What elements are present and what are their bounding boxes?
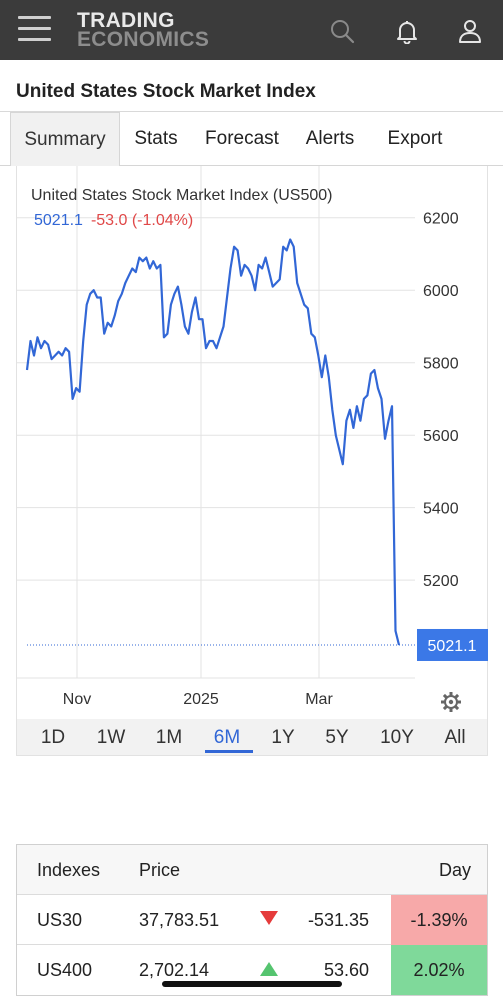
range-1d[interactable]: 1D <box>40 727 66 748</box>
gear-icon[interactable] <box>441 692 461 712</box>
x-tick-label: Nov <box>63 691 91 708</box>
y-tick-label: 6200 <box>423 211 459 228</box>
down-arrow-icon <box>260 911 278 925</box>
y-tick-label: 5600 <box>423 428 459 445</box>
row-name[interactable]: US30 <box>37 910 83 930</box>
tab-export[interactable]: Export <box>387 128 443 149</box>
page-title: United States Stock Market Index <box>16 81 316 102</box>
table-row[interactable]: US400 2,702.14 53.60 2.02% <box>17 945 487 995</box>
range-10y[interactable]: 10Y <box>380 727 414 748</box>
range-6m[interactable]: 6M <box>213 727 241 748</box>
header-price[interactable]: Price <box>139 860 181 880</box>
table-row[interactable]: US30 37,783.51 -531.35 -1.39% <box>17 895 487 945</box>
tab-stats[interactable]: Stats <box>134 128 178 149</box>
logo-line1: TRADING <box>77 9 175 32</box>
tab-forecast[interactable]: Forecast <box>205 128 279 149</box>
x-tick-label: 2025 <box>183 691 219 708</box>
tab-bar: Summary Stats Forecast Alerts Export <box>0 112 503 166</box>
menu-icon[interactable] <box>18 16 51 44</box>
range-1y[interactable]: 1Y <box>271 727 295 748</box>
y-tick-label: 6000 <box>423 283 459 300</box>
row-day-percent: -1.39% <box>391 895 487 945</box>
user-icon[interactable] <box>457 18 483 44</box>
logo-line2: ECONOMICS <box>77 28 210 51</box>
range-1m[interactable]: 1M <box>155 727 183 748</box>
series-line <box>25 238 401 646</box>
table-header-row: Indexes Price Day <box>17 845 487 895</box>
row-change: -531.35 <box>307 910 369 930</box>
up-arrow-icon <box>260 962 278 976</box>
last-value-tag-label: 5021.1 <box>428 638 477 655</box>
chart-title: United States Stock Market Index (US500) <box>31 187 333 204</box>
y-tick-label: 5400 <box>423 501 459 518</box>
price-chart[interactable]: 5200 5400 5600 5800 6000 6200 Nov 2025 Mar 5021.1 <box>17 166 489 756</box>
tab-summary[interactable]: Summary <box>10 112 120 166</box>
tab-alerts[interactable]: Alerts <box>305 128 355 149</box>
y-tick-label: 5800 <box>423 356 459 373</box>
range-all[interactable]: All <box>444 727 466 748</box>
header-day[interactable]: Day <box>438 860 471 880</box>
row-price: 2,702.14 <box>139 960 210 980</box>
chart-last-value: 5021.1 <box>34 212 83 229</box>
logo[interactable]: TRADING ECONOMICS <box>77 9 210 51</box>
indexes-table: Indexes Price Day US30 37,783.51 -531.35… <box>16 844 488 996</box>
row-day-percent: 2.02% <box>391 945 487 995</box>
range-selector: 1D 1W 1M 6M 1Y 5Y 10Y All <box>17 719 487 755</box>
x-tick-label: Mar <box>305 691 333 708</box>
bell-icon[interactable] <box>394 18 420 45</box>
y-tick-label: 5200 <box>423 573 459 590</box>
last-value-tag <box>417 628 488 661</box>
row-price: 37,783.51 <box>139 910 220 930</box>
chart-summary: 5021.1 -53.0 (-1.04%) <box>34 212 193 230</box>
range-5y[interactable]: 5Y <box>325 727 349 748</box>
search-icon[interactable] <box>329 18 355 44</box>
range-active-underline <box>205 750 253 753</box>
top-bar: TRADING ECONOMICS <box>0 0 503 60</box>
chart-panel: 5200 5400 5600 5800 6000 6200 Nov 2025 Mar 5021.1… <box>16 166 488 756</box>
row-change: 53.60 <box>323 960 369 980</box>
home-indicator <box>162 981 342 987</box>
row-name[interactable]: US400 <box>37 960 93 980</box>
page-title-bar: United States Stock Market Index <box>0 60 503 112</box>
range-1w[interactable]: 1W <box>96 727 126 748</box>
header-indexes[interactable]: Indexes <box>37 860 101 880</box>
chart-change: -53.0 (-1.04%) <box>90 212 194 229</box>
